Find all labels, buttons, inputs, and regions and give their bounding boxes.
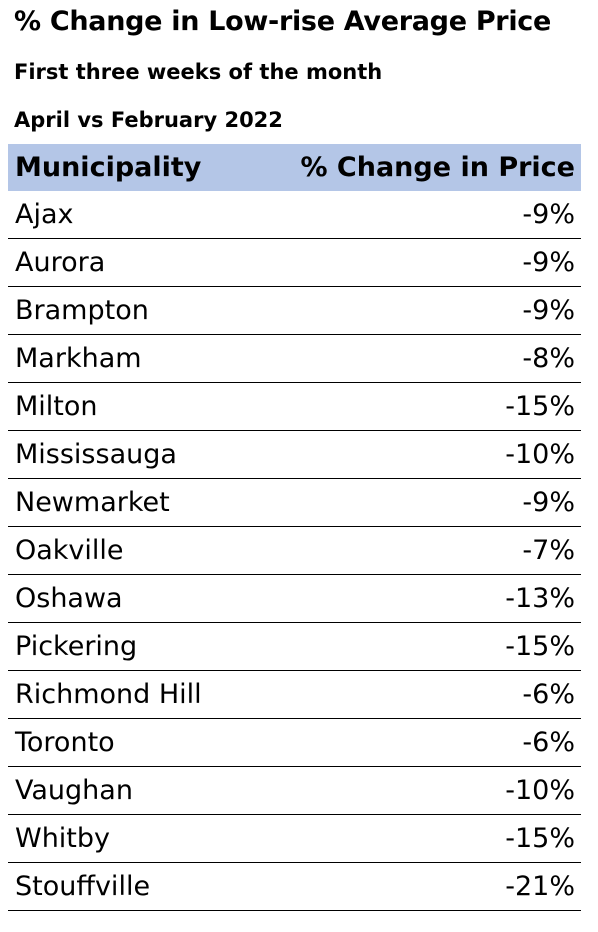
municipality-cell: Mississauga xyxy=(15,439,177,470)
municipality-cell: Vaughan xyxy=(15,775,133,806)
municipality-cell: Newmarket xyxy=(15,487,170,518)
percent-change-cell: -13% xyxy=(505,583,575,614)
municipality-cell: Markham xyxy=(15,343,142,374)
table-row: Milton -15% xyxy=(8,383,581,431)
municipality-cell: Richmond Hill xyxy=(15,679,202,710)
table-body: Ajax -9% Aurora -9% Brampton -9% Markham -8% Mil… xyxy=(8,191,581,911)
table-header-row: Municipality % Change in Price xyxy=(8,144,581,191)
percent-change-cell: -21% xyxy=(505,871,575,902)
subtitle-period: First three weeks of the month xyxy=(14,60,383,84)
table-row: Newmarket -9% xyxy=(8,479,581,527)
municipality-cell: Whitby xyxy=(15,823,111,854)
percent-change-cell: -10% xyxy=(505,775,575,806)
municipality-cell: Brampton xyxy=(15,295,149,326)
percent-change-cell: -15% xyxy=(505,391,575,422)
municipality-cell: Milton xyxy=(15,391,98,422)
municipality-cell: Aurora xyxy=(15,247,106,278)
table-row: Richmond Hill -6% xyxy=(8,671,581,719)
table-row: Mississauga -10% xyxy=(8,431,581,479)
header-municipality: Municipality xyxy=(15,152,202,183)
municipality-cell: Oakville xyxy=(15,535,124,566)
municipality-cell: Oshawa xyxy=(15,583,123,614)
table-row: Aurora -9% xyxy=(8,239,581,287)
table-row: Toronto -6% xyxy=(8,719,581,767)
table-row: Vaughan -10% xyxy=(8,767,581,815)
percent-change-cell: -15% xyxy=(505,823,575,854)
municipality-cell: Ajax xyxy=(15,199,74,230)
header-percent-change: % Change in Price xyxy=(300,152,575,183)
table-row: Oakville -7% xyxy=(8,527,581,575)
municipality-cell: Toronto xyxy=(15,727,115,758)
percent-change-cell: -9% xyxy=(522,487,575,518)
table-row: Pickering -15% xyxy=(8,623,581,671)
municipality-cell: Pickering xyxy=(15,631,138,662)
percent-change-cell: -10% xyxy=(505,439,575,470)
table-row: Whitby -15% xyxy=(8,815,581,863)
percent-change-cell: -15% xyxy=(505,631,575,662)
percent-change-cell: -6% xyxy=(522,679,575,710)
percent-change-cell: -7% xyxy=(522,535,575,566)
subtitle-comparison: April vs February 2022 xyxy=(14,108,283,132)
table-row: Brampton -9% xyxy=(8,287,581,335)
table-row: Markham -8% xyxy=(8,335,581,383)
table-row: Stouffville -21% xyxy=(8,863,581,911)
percent-change-cell: -9% xyxy=(522,295,575,326)
price-change-table: Municipality % Change in Price Ajax -9% Au… xyxy=(8,144,581,911)
municipality-cell: Stouffville xyxy=(15,871,151,902)
table-title: % Change in Low-rise Average Price xyxy=(14,6,551,37)
percent-change-cell: -6% xyxy=(522,727,575,758)
percent-change-cell: -9% xyxy=(522,247,575,278)
table-row: Oshawa -13% xyxy=(8,575,581,623)
table-row: Ajax -9% xyxy=(8,191,581,239)
percent-change-cell: -9% xyxy=(522,199,575,230)
percent-change-cell: -8% xyxy=(522,343,575,374)
